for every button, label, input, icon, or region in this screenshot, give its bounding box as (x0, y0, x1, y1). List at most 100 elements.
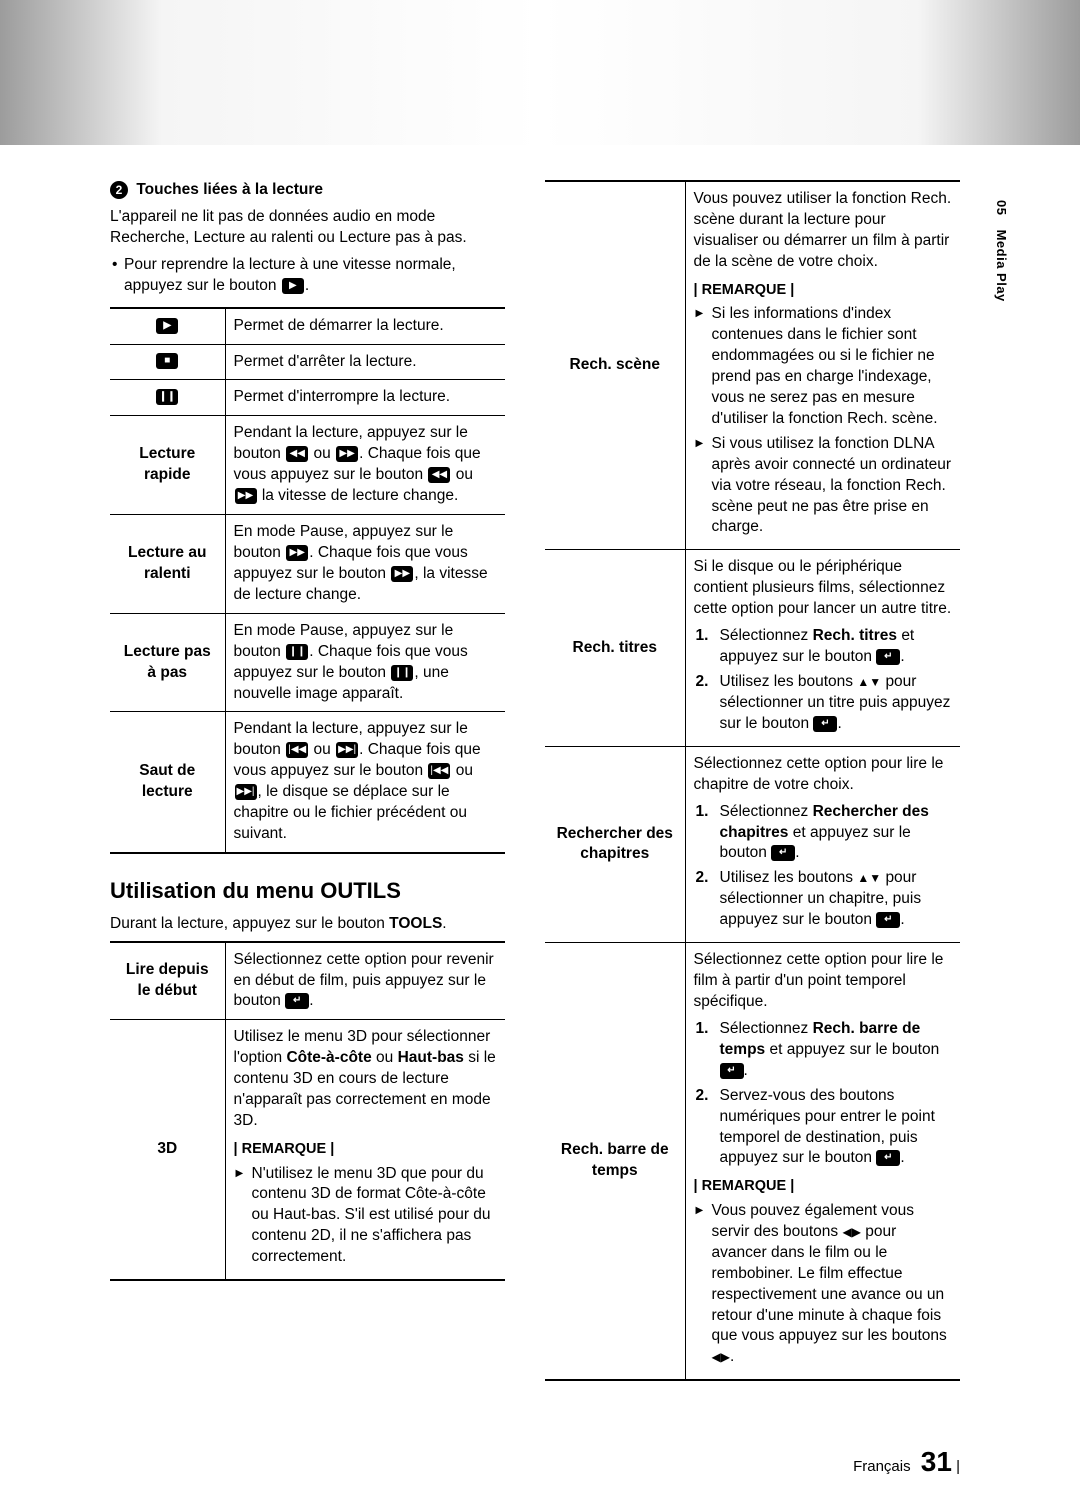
table-row: Rech. barre de temps Sélectionnez cette … (545, 943, 960, 1381)
leftright-icon: ◀▶ (842, 1225, 860, 1239)
note-item: Si les informations d'index contenues da… (694, 304, 953, 430)
t: TOOLS (389, 915, 442, 932)
t: ou (314, 445, 331, 462)
t: Utilisez les boutons (720, 869, 854, 886)
row-desc: Sélectionnez cette option pour revenir e… (225, 942, 505, 1020)
enter-icon: ↵ (813, 716, 837, 732)
t: Utilisez les boutons (720, 673, 854, 690)
t: Sélectionnez (720, 803, 809, 820)
t: et appuyez sur le bouton (769, 1041, 939, 1058)
row-key: Rech. scène (545, 181, 685, 550)
step-item: 2. Utilisez les boutons ▲▼ pour sélectio… (694, 868, 953, 931)
row-key: Lecture au ralenti (110, 515, 225, 614)
footer-bar: | (956, 1458, 960, 1475)
playback-table: ▶ Permet de démarrer la lecture. ■ Perme… (110, 307, 505, 854)
footer-page: 31 (921, 1446, 952, 1477)
next-icon: ▶▶| (336, 742, 358, 758)
fwd-icon: ▶▶ (286, 545, 308, 561)
row-key: Rech. titres (545, 550, 685, 746)
touches-heading-text: Touches liées à la lecture (136, 181, 323, 198)
pause-icon: ❙❙ (286, 644, 308, 660)
steps: 1. Sélectionnez Rech. titres et appuyez … (694, 626, 953, 735)
t: Sélectionnez cette option pour lire le c… (694, 754, 953, 796)
updown-icon: ▲▼ (857, 675, 881, 689)
table-row: Lecture rapide Pendant la lecture, appuy… (110, 416, 505, 515)
enter-icon: ↵ (876, 912, 900, 928)
t: , le disque se déplace sur le chapitre o… (234, 783, 468, 842)
note-list: Si les informations d'index contenues da… (694, 304, 953, 538)
t: ou (314, 741, 331, 758)
updown-icon: ▲▼ (857, 871, 881, 885)
steps: 1. Sélectionnez Rechercher des chapitres… (694, 802, 953, 932)
t: Sélectionnez (720, 1020, 809, 1037)
table-row: Saut de lecture Pendant la lecture, appu… (110, 712, 505, 853)
t: Rech. titres (813, 627, 897, 644)
table-row: ■ Permet d'arrêter la lecture. (110, 344, 505, 380)
t: . (442, 915, 446, 932)
rew-icon: ◀◀ (428, 467, 450, 483)
fwd-icon: ▶▶ (235, 488, 257, 504)
t: pour avancer dans le film ou le rembobin… (712, 1223, 947, 1345)
enter-icon: ↵ (876, 649, 900, 665)
stop-icon: ■ (156, 353, 178, 369)
t: Haut-bas (398, 1049, 464, 1066)
table-row: Rechercher des chapitres Sélectionnez ce… (545, 746, 960, 942)
row-key: Lecture rapide (110, 416, 225, 515)
side-tab-num: 05 (994, 200, 1009, 215)
row-desc: Sélectionnez cette option pour lire le f… (685, 943, 960, 1381)
touches-intro: L'appareil ne lit pas de données audio e… (110, 207, 505, 249)
right-table: Rech. scène Vous pouvez utiliser la fonc… (545, 180, 960, 1381)
outils-table: Lire depuis le début Sélectionnez cette … (110, 941, 505, 1282)
right-column: Rech. scène Vous pouvez utiliser la fonc… (545, 180, 960, 1403)
pause-icon: ❙❙ (156, 389, 178, 405)
row-desc: Pendant la lecture, appuyez sur le bouto… (225, 712, 505, 853)
prev-icon: |◀◀ (286, 742, 308, 758)
row-key: ■ (110, 344, 225, 380)
table-row: Rech. titres Si le disque ou le périphér… (545, 550, 960, 746)
step-item: 2. Utilisez les boutons ▲▼ pour sélectio… (694, 672, 953, 735)
enter-icon: ↵ (876, 1150, 900, 1166)
table-row: 3D Utilisez le menu 3D pour sélectionner… (110, 1020, 505, 1280)
resume-note: Pour reprendre la lecture à une vitesse … (110, 255, 505, 297)
row-key: Lire depuis le début (110, 942, 225, 1020)
step-item: 1. Sélectionnez Rechercher des chapitres… (694, 802, 953, 865)
row-desc: En mode Pause, appuyez sur le bouton ▶▶.… (225, 515, 505, 614)
outils-heading: Utilisation du menu OUTILS (110, 876, 505, 906)
step-item: 2. Servez-vous des boutons numériques po… (694, 1086, 953, 1170)
t: Servez-vous des boutons numériques pour … (720, 1087, 935, 1167)
row-desc: Pendant la lecture, appuyez sur le bouto… (225, 416, 505, 515)
t: Vous pouvez utiliser la fonction Rech. s… (694, 189, 953, 273)
row-key: Lecture pas à pas (110, 613, 225, 712)
row-desc: En mode Pause, appuyez sur le bouton ❙❙.… (225, 613, 505, 712)
table-row: Rech. scène Vous pouvez utiliser la fonc… (545, 181, 960, 550)
note-list: Vous pouvez également vous servir des bo… (694, 1201, 953, 1368)
page-footer: Français 31 | (0, 1403, 1080, 1511)
footer-lang: Français (853, 1458, 911, 1475)
resume-item: Pour reprendre la lecture à une vitesse … (110, 255, 505, 297)
touches-heading: 2 Touches liées à la lecture (110, 180, 505, 201)
fwd-icon: ▶▶ (391, 566, 413, 582)
circled-2-icon: 2 (110, 181, 128, 199)
side-tab-label: Media Play (994, 230, 1009, 302)
t: Durant la lecture, appuyez sur le bouton (110, 915, 389, 932)
prev-icon: |◀◀ (428, 763, 450, 779)
t: ou (376, 1049, 393, 1066)
row-desc: Vous pouvez utiliser la fonction Rech. s… (685, 181, 960, 550)
remarque-label: REMARQUE (234, 1140, 498, 1160)
next-icon: ▶▶| (235, 784, 257, 800)
row-desc: Sélectionnez cette option pour lire le c… (685, 746, 960, 942)
t: Sélectionnez (720, 627, 809, 644)
row-desc: Permet d'interrompre la lecture. (225, 380, 505, 416)
side-tab: 05 Media Play (992, 200, 1010, 302)
table-row: ▶ Permet de démarrer la lecture. (110, 308, 505, 344)
t: Si le disque ou le périphérique contient… (694, 557, 953, 620)
rew-icon: ◀◀ (286, 446, 308, 462)
row-desc: Permet d'arrêter la lecture. (225, 344, 505, 380)
row-key: ❙❙ (110, 380, 225, 416)
step-item: 1. Sélectionnez Rech. barre de temps et … (694, 1019, 953, 1082)
row-key: Rech. barre de temps (545, 943, 685, 1381)
step-item: 1. Sélectionnez Rech. titres et appuyez … (694, 626, 953, 668)
left-column: 2 Touches liées à la lecture L'appareil … (110, 180, 505, 1403)
pause-icon: ❙❙ (391, 665, 413, 681)
header-gradient (0, 0, 1080, 145)
